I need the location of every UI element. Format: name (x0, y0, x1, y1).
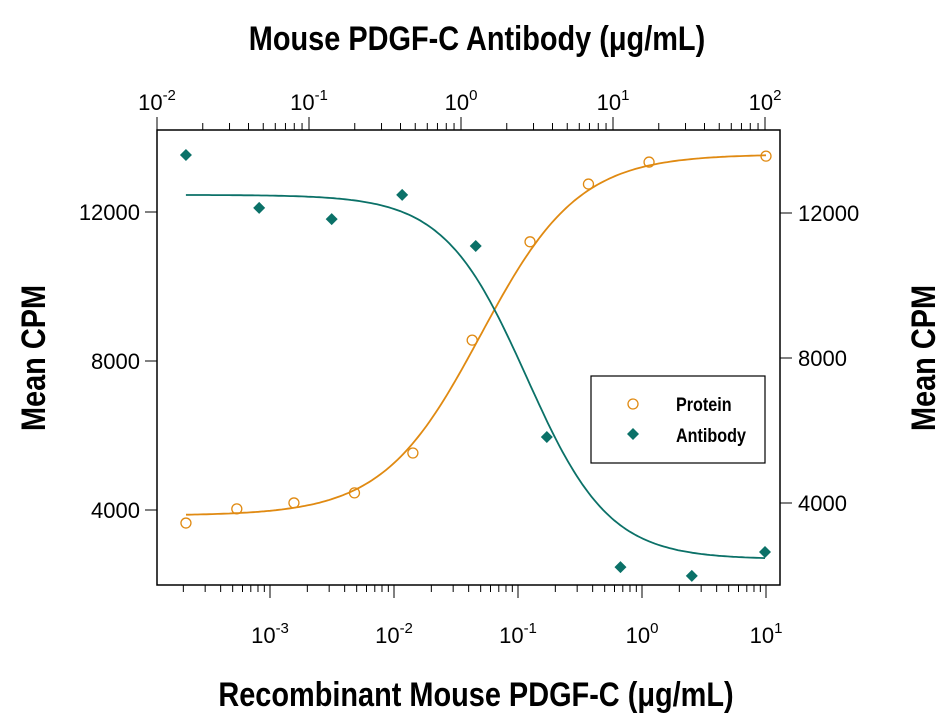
right-axis-title: Mean CPM (904, 285, 943, 431)
left-axis-title: Mean CPM (14, 285, 53, 431)
antibody-point (396, 188, 409, 201)
antibody-point (469, 239, 482, 252)
left-tick-label: 12000 (79, 200, 140, 225)
protein-point (180, 517, 192, 529)
protein-point (466, 334, 478, 346)
protein-point (348, 487, 361, 499)
legend: Protein Antibody (590, 375, 766, 464)
protein-point (407, 447, 419, 459)
bottom-tick-label: 101 (750, 620, 783, 648)
right-tick-label: 8000 (798, 346, 847, 371)
legend-protein-label: Protein (676, 394, 732, 416)
top-tick-label: 100 (445, 87, 478, 115)
antibody-point (614, 561, 627, 574)
protein-point (760, 150, 772, 162)
antibody-point (253, 201, 266, 214)
top-tick-label: 10-1 (290, 87, 328, 115)
bottom-axis-title: Recombinant Mouse PDGF-C (μg/mL) (218, 675, 733, 714)
legend-protein-marker (627, 398, 639, 410)
legend-antibody-marker (627, 428, 639, 440)
right-tick-label: 12000 (798, 201, 859, 226)
legend-antibody-label: Antibody (676, 425, 746, 447)
protein-point (524, 236, 536, 248)
protein-point (643, 156, 655, 168)
antibody-point (179, 149, 192, 161)
legend-box (590, 375, 766, 464)
top-tick-label: 101 (597, 87, 630, 115)
protein-point (288, 497, 300, 509)
antibody-point (540, 431, 553, 444)
antibody-fit-curve (185, 194, 766, 559)
top-axis-title: Mouse PDGF-C Antibody (μg/mL) (249, 19, 705, 58)
left-tick-label: 4000 (91, 498, 140, 523)
protein-point (582, 178, 595, 190)
protein-point (231, 503, 243, 515)
antibody-point (759, 545, 771, 558)
antibody-point (325, 213, 338, 226)
right-tick-label: 4000 (798, 491, 847, 516)
top-tick-label: 10-2 (138, 87, 176, 115)
left-tick-label: 8000 (91, 349, 140, 374)
bottom-tick-label: 10-1 (499, 620, 537, 648)
top-tick-label: 102 (749, 87, 782, 115)
antibody-point (685, 569, 698, 582)
bottom-tick-label: 10-3 (251, 620, 289, 648)
bottom-tick-label: 10-2 (375, 620, 413, 648)
bottom-tick-label: 100 (626, 620, 659, 648)
